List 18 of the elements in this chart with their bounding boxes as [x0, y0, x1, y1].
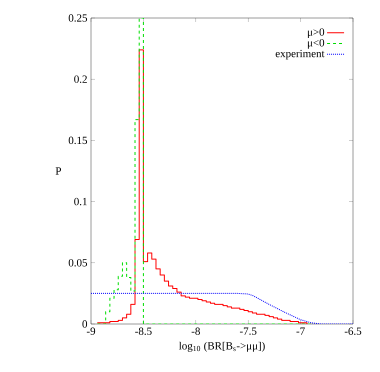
legend-label: experiment — [276, 50, 325, 60]
y-tick-label: 0.25 — [68, 14, 88, 22]
y-tick-label: 0.05 — [68, 259, 88, 267]
y-tick-label: 0.15 — [68, 136, 88, 144]
x-tick-label: -8.5 — [135, 328, 152, 335]
x-tick-label: -7.5 — [240, 328, 256, 335]
x-tick-label: -6.5 — [344, 328, 362, 335]
y-tick-label: 0.2 — [74, 75, 87, 83]
x-axis-title: log$_{10}$ (BR[B$_{s}$->μμ]) — [178, 342, 265, 352]
legend-label: μ>0 — [308, 28, 324, 38]
y-tick-label: 0.1 — [74, 198, 87, 206]
x-tick-label: -8 — [192, 328, 200, 335]
line-series — [91, 292, 354, 324]
y-tick-label: 0 — [82, 320, 88, 328]
legend-label: μ<0 — [308, 39, 324, 49]
y-axis-title: P — [56, 167, 62, 175]
x-tick-label: -9 — [86, 328, 96, 335]
x-tick-label: -7 — [296, 328, 305, 335]
